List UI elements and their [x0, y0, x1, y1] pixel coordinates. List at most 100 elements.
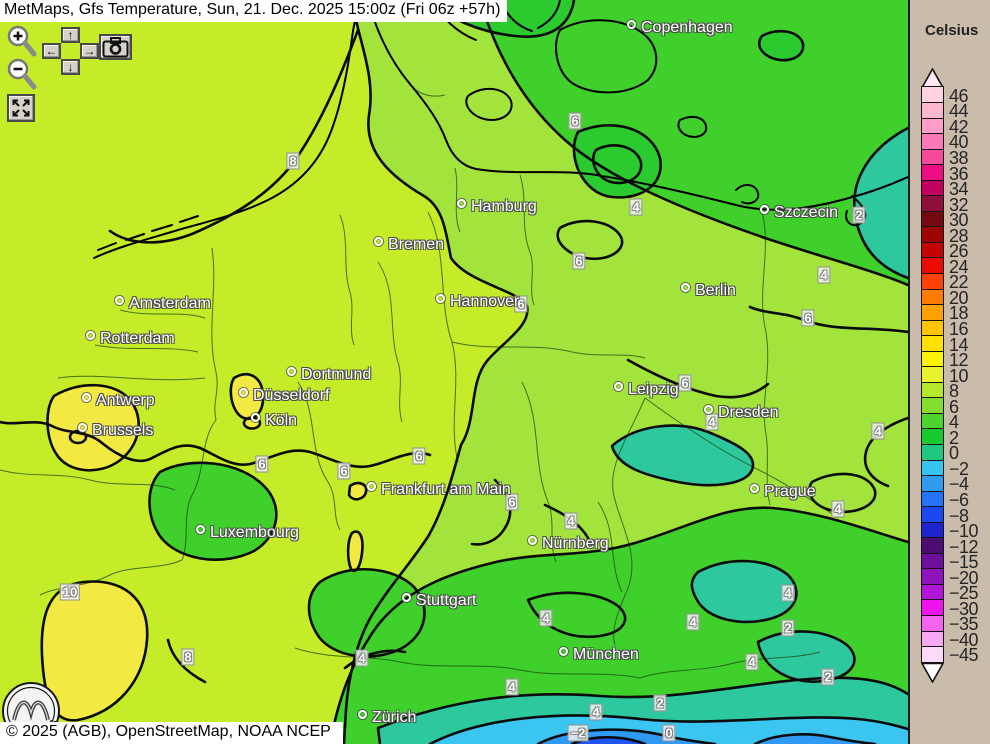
contour-label: 6 [572, 252, 586, 270]
legend-value: −4 [949, 474, 969, 495]
city-marker-icon [704, 405, 713, 414]
contour-label: 2 [821, 668, 835, 686]
legend-row: −15 [921, 552, 979, 571]
pan-up-button[interactable]: ↑ [61, 27, 80, 43]
city-marker-icon [402, 593, 411, 602]
city-marker-icon [251, 413, 260, 422]
city-name: Leipzig [628, 381, 679, 398]
legend-value: 8 [949, 381, 959, 402]
city-label: Berlin [681, 282, 736, 300]
contour-label: 2 [852, 206, 866, 224]
city-marker-icon [750, 484, 759, 493]
legend-row: −40 [921, 630, 979, 649]
legend-value: 14 [949, 334, 969, 355]
legend-value: 26 [949, 241, 969, 262]
legend-row: −6 [921, 489, 978, 510]
pan-left-button[interactable]: ← [42, 43, 61, 59]
city-name: Zürich [372, 709, 417, 726]
legend-value: −45 [949, 645, 979, 666]
magnifier-handle [22, 73, 37, 90]
legend-value: 20 [949, 287, 969, 308]
city-label: München [559, 646, 639, 664]
city-marker-icon [196, 525, 205, 534]
city-marker-icon [78, 423, 87, 432]
legend-value: 46 [949, 85, 969, 106]
city-label: Brussels [78, 422, 153, 440]
contour-label: 6 [505, 493, 519, 511]
pan-down-button[interactable]: ↓ [61, 59, 80, 75]
contour-label: 4 [564, 512, 578, 530]
legend-value: 30 [949, 210, 969, 231]
city-label: Stuttgart [402, 592, 476, 610]
city-label: Rotterdam [86, 330, 175, 348]
legend-value: −30 [949, 598, 979, 619]
city-label: Nürnberg [528, 535, 609, 553]
city-name: Bremen [388, 236, 445, 253]
city-name: Prague [764, 483, 816, 500]
legend-value: −6 [949, 489, 969, 510]
city-marker-icon [760, 205, 769, 214]
legend-value: −12 [949, 536, 979, 557]
legend-bottom-arrow-icon [921, 663, 944, 684]
pan-pad: ↑ ← → ↓ [42, 27, 100, 77]
screenshot-button[interactable] [99, 34, 132, 60]
legend-panel: Celsius 46 44 42 [910, 0, 990, 744]
contour-label: 6 [514, 295, 528, 313]
city-marker-icon [86, 331, 95, 340]
legend-value: 22 [949, 272, 969, 293]
admin-borders [0, 84, 839, 679]
magnifier-handle [22, 40, 37, 57]
pan-right-button[interactable]: → [80, 43, 99, 59]
legend-row: 10 [921, 366, 978, 385]
contour-label: 4 [355, 649, 369, 667]
city-marker-icon [358, 710, 367, 719]
legend-row: 8 [921, 381, 978, 402]
contour-label: 6 [255, 455, 269, 473]
contour-label: 8 [286, 152, 300, 170]
city-marker-icon [436, 294, 445, 303]
contour-label: 8 [181, 648, 195, 666]
contour-label: 4 [831, 500, 845, 518]
legend-value: −10 [949, 521, 979, 542]
camera-icon [102, 36, 129, 57]
city-label: Luxembourg [196, 524, 299, 542]
legend-value: −8 [949, 505, 969, 526]
legend-row: 2 [921, 427, 978, 448]
city-label: Prague [750, 483, 816, 501]
legend-value: 2 [949, 427, 959, 448]
plus-icon [13, 31, 23, 41]
legend-value: −2 [949, 458, 969, 479]
map-canvas[interactable]: 8 6 4 2 4 6 6 6 6 4 4 6 6 6 6 4 [0, 0, 910, 744]
legend-value: 4 [949, 412, 959, 433]
city-name: Copenhagen [641, 19, 733, 36]
legend-row: 40 [921, 133, 978, 151]
legend-value: 6 [949, 396, 959, 417]
contour-label: 6 [568, 112, 582, 130]
city-name: Nürnberg [542, 535, 609, 552]
contour-label: 6 [801, 309, 815, 327]
city-name: Brussels [92, 422, 154, 439]
title-bar: MetMaps, Gfs Temperature, Sun, 21. Dec. … [0, 0, 508, 22]
fullscreen-button[interactable] [7, 94, 35, 122]
city-name: Düsseldorf [253, 387, 330, 404]
city-name: Antwerp [96, 392, 155, 409]
city-label: Dresden [704, 404, 778, 422]
legend-scale: 46 44 42 40 38 [921, 68, 979, 684]
city-name: Köln [265, 412, 298, 429]
city-name: Berlin [695, 282, 736, 299]
contour-label: 4 [629, 198, 643, 216]
city-label: Bremen [374, 236, 444, 254]
contour-label: 4 [871, 422, 885, 440]
legend-row: −35 [921, 614, 979, 635]
legend-value: 36 [949, 163, 969, 184]
city-label: Dortmund [287, 366, 371, 384]
contour-label: 6 [337, 462, 351, 480]
legend-row: −8 [921, 505, 978, 526]
legend-value: −35 [949, 614, 979, 635]
legend-row: 46 [921, 85, 978, 106]
zoom-in-button[interactable] [6, 25, 38, 59]
zoom-out-button[interactable] [6, 58, 38, 92]
city-marker-icon [559, 647, 568, 656]
legend-entries: 46 44 42 40 38 [921, 85, 979, 666]
legend-value: 12 [949, 350, 969, 371]
